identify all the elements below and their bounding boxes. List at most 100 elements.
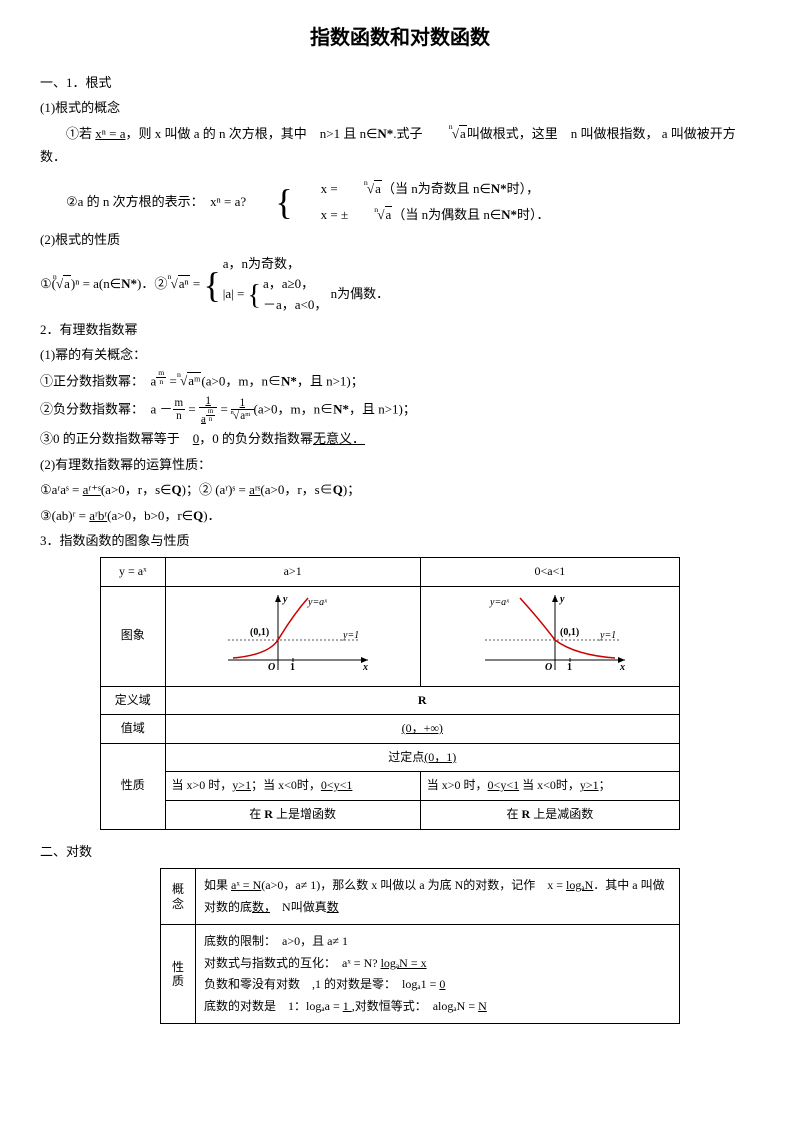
text: )；② (aʳ)ˢ = xyxy=(182,482,249,497)
text: ①若 xⁿ = a，则 x 叫做 a 的 n 次方根，其中 n>1 且 n∈N*… xyxy=(40,122,760,169)
text: 无意义． xyxy=(313,431,365,446)
text: ①正分数指数幂： a xyxy=(40,373,156,388)
svg-text:O: O xyxy=(545,662,552,673)
table-row: 图象 y=aˣ (0,1) y=1 O 1 x y xyxy=(101,586,680,686)
text: 数 xyxy=(327,900,339,914)
table-row: 在 R 上是增函数 在 R 上是减函数 xyxy=(101,800,680,829)
text: )； xyxy=(343,482,360,497)
nth-root-icon: na xyxy=(341,179,382,200)
text: y>1 xyxy=(232,778,251,792)
set-q: Q xyxy=(333,482,343,497)
text: N叫做真 xyxy=(270,900,327,914)
cell: R xyxy=(165,686,679,715)
formula: aˣ = N xyxy=(231,878,261,892)
text: ，且 n>1)； xyxy=(297,373,364,388)
text: = xyxy=(190,276,204,291)
text: （当 n为奇数且 n∈ xyxy=(382,181,491,196)
text: ①若 xyxy=(66,126,95,141)
table-row: 当 x>0 时，y>1；当 x<0时，0<y<1 当 x>0 时，0<y<1 当… xyxy=(101,772,680,801)
text: 底数的对数是 1：logₐa = xyxy=(204,999,343,1013)
text: ②a 的 n 次方根的表示： xⁿ = a? { x = na（当 n为奇数且 … xyxy=(40,179,760,227)
section-4-heading: 二、对数 xyxy=(40,840,760,863)
text: y>1 xyxy=(580,778,599,792)
text: ①(na)ⁿ = a(n∈N*)．② naⁿ = { a，n为奇数， |a| =… xyxy=(40,254,760,316)
table-row: 定义域 R xyxy=(101,686,680,715)
text: ③(ab)ʳ = aʳbʳ(a>0，b>0，r∈Q)． xyxy=(40,504,760,527)
page-title: 指数函数和对数函数 xyxy=(40,20,760,56)
text: (a>0，b>0，r∈ xyxy=(107,508,193,523)
text: ，则 x 叫做 a 的 n 次方根，其中 n>1 且 n∈ xyxy=(125,126,377,141)
text: ①正分数指数幂： amn = naᵐ(a>0，m，n∈N*，且 n>1)； xyxy=(40,369,760,393)
table-row: 性质 过定点(0，1) xyxy=(101,743,680,772)
logarithm-table: 概念 如果 aˣ = N(a>0，a≠ 1)，那么数 x 叫做以 a 为底 N的… xyxy=(160,868,680,1025)
table-row: 概念 如果 aˣ = N(a>0，a≠ 1)，那么数 x 叫做以 a 为底 N的… xyxy=(161,868,680,924)
cell: 图象 xyxy=(101,586,166,686)
formula: aʳ⁺ˢ xyxy=(83,482,101,497)
cell: 在 R 上是增函数 xyxy=(165,800,420,829)
svg-text:y=aˣ: y=aˣ xyxy=(489,597,510,608)
cell: 0<a<1 xyxy=(420,558,679,587)
cell: a>1 xyxy=(165,558,420,587)
text: 0<y<1 xyxy=(321,778,353,792)
cell: 性质 xyxy=(161,925,196,1024)
text: n为偶数． xyxy=(331,286,390,301)
set-n: N* xyxy=(377,126,393,141)
text: 过定点 xyxy=(388,750,424,764)
set-n: N* xyxy=(333,401,349,416)
set-n: N* xyxy=(121,276,137,291)
text: 时）， xyxy=(507,181,540,196)
svg-text:y=aˣ: y=aˣ xyxy=(307,597,328,608)
cell: 当 x>0 时，0<y<1 当 x<0时，y>1； xyxy=(420,772,679,801)
cell: 值域 xyxy=(101,715,166,744)
set-n: N* xyxy=(491,181,507,196)
text: ①aʳaˢ = aʳ⁺ˢ(a>0，r，s∈Q)；② (aʳ)ˢ = aʳˢ(a>… xyxy=(40,478,760,501)
text: ②负分数指数幂： a － xyxy=(40,401,173,416)
text: ； xyxy=(599,778,611,792)
svg-text:(0,1): (0,1) xyxy=(250,627,269,638)
set-n: N* xyxy=(501,207,517,222)
text: －a，a<0， xyxy=(263,295,327,316)
cases-brace: { x = na（当 n为奇数且 n∈N*时）， x = ± na（当 n为偶数… xyxy=(249,179,549,227)
text: 当 x<0时， xyxy=(519,778,580,792)
cases-brace: { a，n为奇数， |a| = { a，a≥0， －a，a<0， n为偶数． xyxy=(203,254,389,316)
cell: 性质 xyxy=(101,743,166,829)
text: （当 n为偶数且 n∈ xyxy=(392,207,501,222)
svg-text:1: 1 xyxy=(567,662,572,673)
text: x = ± xyxy=(321,207,352,222)
section-3-heading: 3．指数函数的图象与性质 xyxy=(40,529,760,552)
formula: logₐN = x xyxy=(381,956,427,970)
text: 数， xyxy=(252,900,270,914)
section-1-heading: 一、1．根式 xyxy=(40,71,760,94)
exponential-table: y = aˣ a>1 0<a<1 图象 y=aˣ (0,1) y=1 O 1 x… xyxy=(100,557,680,829)
section-2-heading: 2．有理数指数幂 xyxy=(40,318,760,341)
text: )． xyxy=(203,508,220,523)
text: (1)幂的有关概念： xyxy=(40,343,760,366)
nth-root-icon: naⁿ xyxy=(171,272,190,295)
svg-text:1: 1 xyxy=(290,662,295,673)
set-n: N* xyxy=(281,373,297,388)
text: = xyxy=(217,401,231,416)
cell: 定义域 xyxy=(101,686,166,715)
formula: aʳˢ xyxy=(249,482,260,497)
text: ②负分数指数幂： a －mn = 1amn = 1naᵐ(a>0，m，n∈N*，… xyxy=(40,395,760,426)
text: 上是增函数 xyxy=(273,807,336,821)
text: .式子 xyxy=(393,126,426,141)
text: a，n为奇数， xyxy=(223,254,389,275)
text: 当 x>0 时， xyxy=(427,778,488,792)
text: 0 xyxy=(439,977,445,991)
text: |a| = xyxy=(223,286,248,301)
text: 如果 xyxy=(204,878,231,892)
text: 1 xyxy=(343,999,352,1013)
nth-root-icon: na xyxy=(56,272,71,295)
text: ；当 x<0时， xyxy=(251,778,321,792)
text: )ⁿ = a(n∈ xyxy=(71,276,121,291)
cell: 如果 aˣ = N(a>0，a≠ 1)，那么数 x 叫做以 a 为底 N的对数，… xyxy=(196,868,680,924)
set-q: Q xyxy=(193,508,203,523)
formula: logₐN xyxy=(566,878,593,892)
cell: 概念 xyxy=(161,868,196,924)
formula: xⁿ = a xyxy=(95,126,125,141)
text: ，且 n>1)； xyxy=(349,401,416,416)
cell: 当 x>0 时，y>1；当 x<0时，0<y<1 xyxy=(165,772,420,801)
text: (a>0，r，s∈ xyxy=(101,482,172,497)
svg-text:y=1: y=1 xyxy=(342,630,359,641)
